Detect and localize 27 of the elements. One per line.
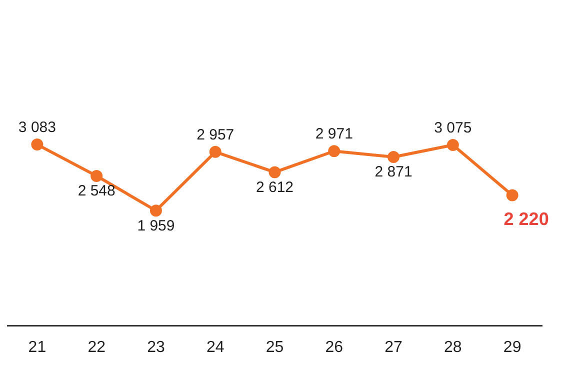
point — [268, 166, 281, 178]
point — [388, 150, 400, 163]
data-label: 2 548 — [78, 182, 116, 200]
x-tick-label: 26 — [325, 338, 344, 356]
data-label: 1 959 — [137, 217, 175, 234]
point — [31, 138, 44, 151]
point — [209, 146, 222, 158]
x-tick-label: 25 — [266, 338, 284, 356]
data-label: 2 871 — [374, 164, 412, 181]
x-tick-label: 22 — [88, 338, 106, 356]
data-label: 2 957 — [196, 126, 234, 144]
point — [150, 204, 162, 217]
point — [506, 189, 518, 202]
x-tick-label: 29 — [503, 338, 522, 356]
x-tick-label: 24 — [206, 338, 224, 356]
data-label: 3 075 — [434, 120, 472, 137]
point — [446, 138, 459, 151]
data-label: 2 612 — [256, 178, 294, 196]
data-label: 3 083 — [18, 119, 56, 136]
data-label: 2 220 — [504, 209, 549, 230]
point — [328, 145, 340, 158]
x-tick-label: 21 — [28, 338, 46, 356]
x-tick-label: 23 — [147, 338, 165, 356]
point — [90, 170, 103, 182]
x-tick-label: 28 — [444, 338, 462, 356]
data-label: 2 971 — [315, 126, 353, 143]
x-tick-label: 27 — [384, 338, 403, 356]
